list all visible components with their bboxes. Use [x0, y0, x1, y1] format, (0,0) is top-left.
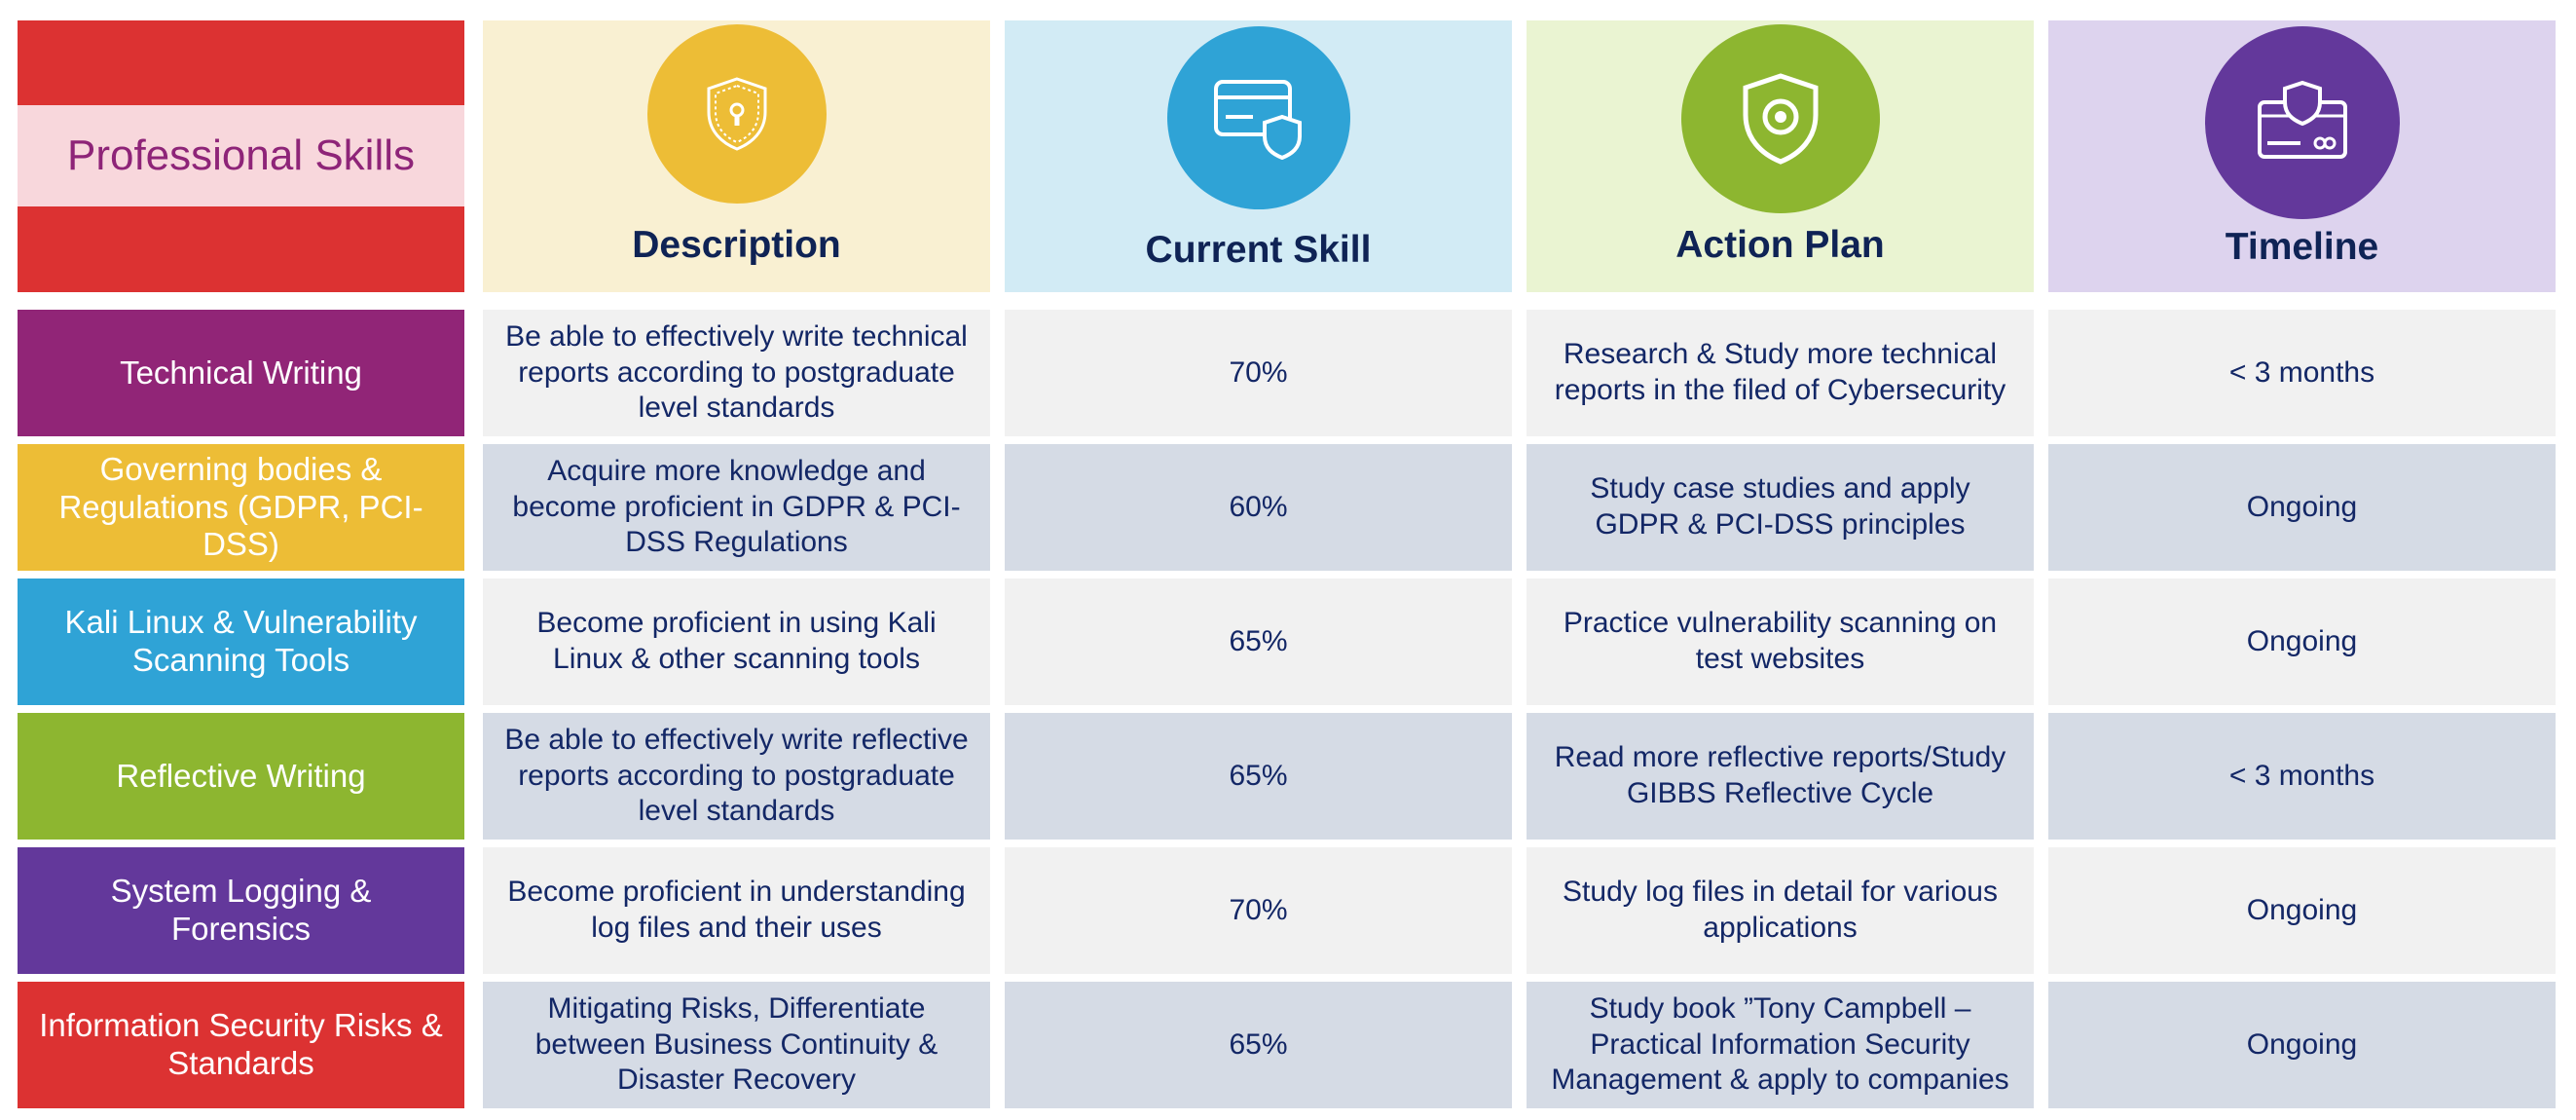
skill-cell: Information Security Risks & Standards	[18, 982, 464, 1108]
action-cell: Study case studies and apply GDPR & PCI-…	[1527, 444, 2034, 571]
action-cell: Read more reflective reports/Study GIBBS…	[1527, 713, 2034, 840]
description-cell: Acquire more knowledge and become profic…	[483, 444, 990, 571]
column-label-timeline: Timeline	[2225, 226, 2379, 268]
current-cell: 65%	[1005, 579, 1512, 705]
description-text: Be able to effectively write reflective …	[504, 724, 969, 828]
description-text: Acquire more knowledge and become profic…	[512, 455, 961, 559]
timeline-cell: Ongoing	[2048, 444, 2556, 571]
shield-eye-icon	[1743, 73, 1818, 165]
action-cell: Research & Study more technical reports …	[1527, 310, 2034, 436]
circle-timeline	[2204, 26, 2400, 219]
description-cell: Become proficient in using Kali Linux & …	[483, 579, 990, 705]
skill-cell: System Logging & Forensics	[18, 847, 464, 974]
page-title: Professional Skills	[66, 131, 416, 179]
circle-description	[646, 24, 827, 204]
action-text: Read more reflective reports/Study GIBBS…	[1554, 741, 2006, 809]
timeline-cell: Ongoing	[2048, 579, 2556, 705]
current-text: 70%	[1229, 893, 1288, 926]
column-label-description: Description	[632, 224, 841, 266]
circle-action-plan	[1680, 24, 1880, 213]
timeline-text: Ongoing	[2246, 624, 2358, 657]
timeline-cell: Ongoing	[2048, 982, 2556, 1108]
current-cell: 70%	[1005, 847, 1512, 974]
description-cell: Be able to effectively write technical r…	[483, 310, 990, 436]
action-text: Practice vulnerability scanning on test …	[1563, 607, 1998, 675]
card-shield-icon	[1213, 80, 1302, 160]
description-text: Become proficient in understanding log f…	[507, 876, 966, 944]
timeline-cell: Ongoing	[2048, 847, 2556, 974]
column-label-action-plan: Action Plan	[1675, 224, 1885, 266]
current-text: 60%	[1229, 490, 1288, 523]
description-cell: Mitigating Risks, Differentiate between …	[483, 982, 990, 1108]
current-cell: 65%	[1005, 713, 1512, 840]
timeline-text: Ongoing	[2246, 490, 2358, 523]
description-text: Become proficient in using Kali Linux & …	[536, 607, 937, 675]
skill-label: Technical Writing	[120, 354, 362, 391]
action-text: Research & Study more technical reports …	[1554, 338, 2006, 406]
description-cell: Be able to effectively write reflective …	[483, 713, 990, 840]
skill-cell: Kali Linux & Vulnerability Scanning Tool…	[18, 579, 464, 705]
timeline-cell: < 3 months	[2048, 310, 2556, 436]
title-band: Professional Skills	[18, 105, 464, 206]
skill-label: Governing bodies & Regulations (GDPR, PC…	[58, 450, 423, 563]
header-description: Description	[483, 20, 990, 292]
current-cell: 70%	[1005, 310, 1512, 436]
shield-lock-icon	[707, 77, 766, 151]
current-text: 65%	[1229, 1027, 1288, 1061]
action-cell: Study log files in detail for various ap…	[1527, 847, 2034, 974]
header-action-plan: Action Plan	[1527, 20, 2034, 292]
timeline-text: Ongoing	[2246, 893, 2358, 926]
title-block: Professional Skills	[18, 20, 464, 292]
current-text: 65%	[1229, 759, 1288, 792]
timeline-cell: < 3 months	[2048, 713, 2556, 840]
description-text: Be able to effectively write technical r…	[505, 320, 968, 425]
skill-cell: Technical Writing	[18, 310, 464, 436]
description-cell: Become proficient in understanding log f…	[483, 847, 990, 974]
shield-card-icon	[2257, 80, 2347, 159]
action-text: Study log files in detail for various ap…	[1563, 876, 1998, 944]
action-text: Study case studies and apply GDPR & PCI-…	[1590, 472, 1970, 541]
timeline-text: < 3 months	[2228, 759, 2375, 792]
column-label-current-skill: Current Skill	[1145, 229, 1372, 271]
current-cell: 60%	[1005, 444, 1512, 571]
header-current-skill: Current Skill	[1005, 20, 1512, 292]
skill-label: System Logging & Forensics	[110, 873, 372, 947]
header-timeline: Timeline	[2048, 20, 2556, 292]
description-text: Mitigating Risks, Differentiate between …	[534, 992, 938, 1097]
timeline-text: < 3 months	[2228, 355, 2375, 389]
skill-label: Information Security Risks & Standards	[39, 1007, 443, 1081]
current-cell: 65%	[1005, 982, 1512, 1108]
current-text: 70%	[1229, 355, 1288, 389]
action-cell: Study book ”Tony Campbell – Practical In…	[1527, 982, 2034, 1108]
timeline-text: Ongoing	[2246, 1027, 2358, 1061]
action-text: Study book ”Tony Campbell – Practical In…	[1551, 992, 2009, 1097]
skill-cell: Reflective Writing	[18, 713, 464, 840]
circle-current-skill	[1166, 26, 1350, 209]
current-text: 65%	[1229, 624, 1288, 657]
skill-cell: Governing bodies & Regulations (GDPR, PC…	[18, 444, 464, 571]
skill-label: Reflective Writing	[116, 757, 366, 794]
skill-label: Kali Linux & Vulnerability Scanning Tool…	[64, 604, 418, 678]
action-cell: Practice vulnerability scanning on test …	[1527, 579, 2034, 705]
